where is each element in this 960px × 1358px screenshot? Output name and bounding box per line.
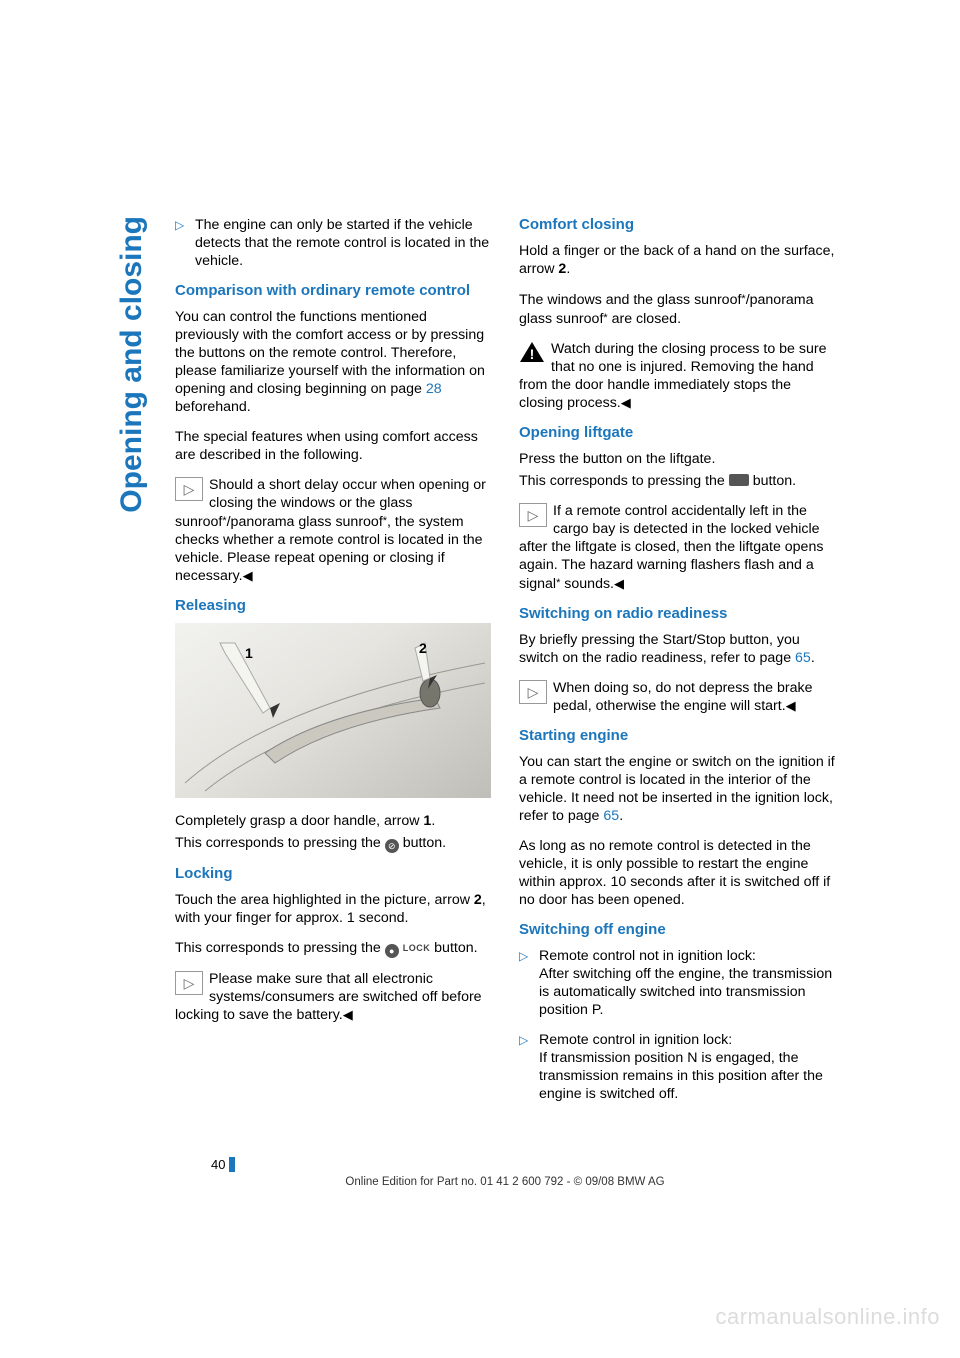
door-handle-image: 1 2 [175, 623, 491, 798]
bullet-marker: ▷ [519, 1031, 539, 1103]
trunk-icon [729, 474, 749, 486]
unlock-icon: ⊘ [385, 839, 399, 853]
warning-icon: ! [519, 340, 545, 364]
heading-comfort-closing: Comfort closing [519, 216, 835, 234]
note-icon: ▷ [175, 971, 203, 995]
bullet-item: ▷ Remote control not in ignition lock: A… [519, 947, 835, 1019]
heading-starting-engine: Starting engine [519, 727, 835, 745]
right-column: Comfort closing Hold a finger or the bac… [519, 216, 835, 1115]
page-content: ▷ The engine can only be started if the … [175, 216, 835, 1115]
note-icon: ▷ [519, 680, 547, 704]
page-number: 40 [211, 1157, 225, 1172]
note-icon: ▷ [519, 503, 547, 527]
svg-text:1: 1 [245, 645, 253, 661]
bullet-text: Remote control in ignition lock: If tran… [539, 1031, 835, 1103]
bullet-marker: ▷ [519, 947, 539, 1019]
bullet-item: ▷ The engine can only be started if the … [175, 216, 491, 270]
watermark: carmanualsonline.info [715, 1304, 940, 1330]
page-ref[interactable]: 28 [426, 381, 442, 397]
body-text: As long as no remote control is detected… [519, 837, 835, 909]
body-text: The windows and the glass sunroof*/panor… [519, 290, 835, 328]
body-text: The special features when using comfort … [175, 428, 491, 464]
heading-liftgate: Opening liftgate [519, 424, 835, 442]
body-text: This corresponds to pressing the ● LOCK … [175, 939, 491, 958]
page-tab-marker [229, 1157, 235, 1172]
page-footer: 40 Online Edition for Part no. 01 41 2 6… [175, 1157, 835, 1188]
heading-switching-off: Switching off engine [519, 921, 835, 939]
info-note: ▷ If a remote control accidentally left … [519, 502, 835, 593]
section-tab: Opening and closing [115, 216, 149, 513]
heading-comparison: Comparison with ordinary remote control [175, 282, 491, 300]
left-column: ▷ The engine can only be started if the … [175, 216, 491, 1115]
heading-locking: Locking [175, 865, 491, 883]
page-ref[interactable]: 65 [603, 808, 619, 824]
body-text: Completely grasp a door handle, arrow 1. [175, 812, 491, 830]
heading-releasing: Releasing [175, 597, 491, 615]
body-text: You can control the functions mentioned … [175, 308, 491, 416]
svg-text:2: 2 [419, 640, 427, 656]
body-text: You can start the engine or switch on th… [519, 753, 835, 825]
info-note: ▷ Please make sure that all electronic s… [175, 970, 491, 1024]
body-text: Press the button on the liftgate. [519, 450, 835, 468]
body-text: This corresponds to pressing the button. [519, 472, 835, 490]
info-note: ▷ Should a short delay occur when openin… [175, 476, 491, 585]
bullet-item: ▷ Remote control in ignition lock: If tr… [519, 1031, 835, 1103]
bullet-text: The engine can only be started if the ve… [195, 216, 491, 270]
body-text: Hold a finger or the back of a hand on t… [519, 242, 835, 278]
page-ref[interactable]: 65 [795, 650, 811, 666]
warning-note: ! Watch during the closing process to be… [519, 340, 835, 412]
lock-icon: ● [385, 944, 399, 958]
note-icon: ▷ [175, 477, 203, 501]
footer-text: Online Edition for Part no. 01 41 2 600 … [175, 1176, 835, 1188]
body-text: This corresponds to pressing the ⊘ butto… [175, 834, 491, 853]
heading-radio-readiness: Switching on radio readiness [519, 605, 835, 623]
bullet-text: Remote control not in ignition lock: Aft… [539, 947, 835, 1019]
bullet-marker: ▷ [175, 216, 195, 270]
body-text: By briefly pressing the Start/Stop butto… [519, 631, 835, 667]
svg-text:!: ! [530, 346, 535, 362]
body-text: Touch the area highlighted in the pictur… [175, 891, 491, 927]
info-note: ▷ When doing so, do not depress the brak… [519, 679, 835, 715]
